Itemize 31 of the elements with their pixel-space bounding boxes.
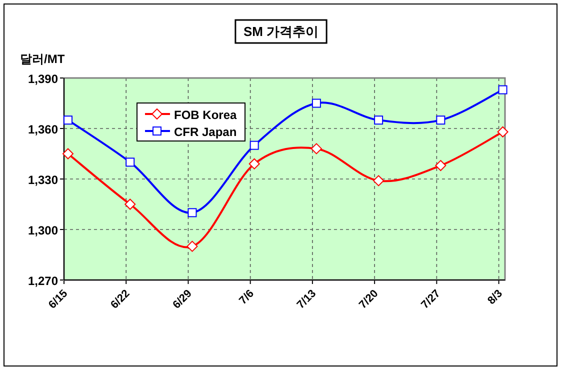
x-tick-label: 7/20 [357, 288, 381, 312]
x-tick-label: 6/22 [108, 288, 132, 312]
y-tick-label: 1,390 [28, 72, 58, 86]
point [188, 208, 197, 218]
point [497, 126, 508, 138]
point [435, 160, 446, 172]
legend-label: CFR Japan [174, 125, 237, 139]
point [374, 116, 384, 125]
x-tick-label: 7/6 [237, 288, 256, 307]
chart-title: SM 가격추이 [243, 24, 319, 39]
point [64, 116, 72, 125]
y-tick-label: 1,270 [28, 274, 58, 288]
point [250, 140, 259, 150]
point [186, 240, 198, 252]
point [126, 158, 135, 167]
point [248, 158, 260, 170]
y-tick-label: 1,360 [28, 122, 58, 136]
point [310, 143, 322, 154]
x-tick-label: 7/13 [294, 288, 319, 312]
y-tick-label: 1,330 [28, 173, 58, 187]
x-tick-label: 6/29 [170, 288, 194, 312]
y-axis-title: 달러/MT [20, 52, 66, 66]
point [124, 198, 136, 210]
point [62, 148, 74, 160]
point [436, 116, 446, 125]
point [498, 85, 508, 94]
point [373, 175, 384, 186]
x-tick-label: 8/3 [486, 288, 505, 307]
point [312, 98, 321, 108]
y-tick-label: 1,300 [28, 224, 58, 238]
legend-label: FOB Korea [174, 108, 238, 122]
